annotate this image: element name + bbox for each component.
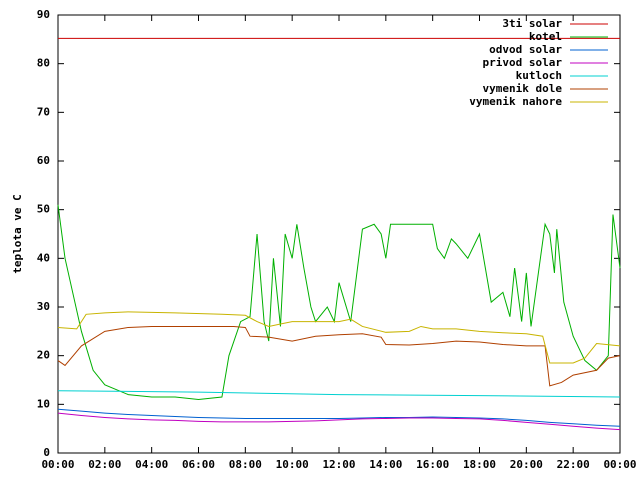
x-tick-label: 20:00 — [510, 458, 543, 471]
x-tick-label: 00:00 — [603, 458, 636, 471]
legend-label: kotel — [529, 30, 562, 43]
x-tick-label: 22:00 — [557, 458, 590, 471]
series-line — [57, 204, 621, 400]
series-line — [57, 412, 621, 431]
legend-label: vymenik dole — [483, 82, 563, 95]
legend-label: privod solar — [483, 56, 563, 69]
x-tick-label: 04:00 — [135, 458, 168, 471]
x-tick-label: 18:00 — [463, 458, 496, 471]
series-line — [57, 390, 621, 398]
x-tick-label: 08:00 — [229, 458, 262, 471]
x-tick-label: 16:00 — [416, 458, 449, 471]
x-tick-label: 00:00 — [41, 458, 74, 471]
x-tick-label: 02:00 — [88, 458, 121, 471]
y-tick-label: 30 — [37, 300, 50, 313]
y-tick-label: 70 — [37, 105, 50, 118]
legend-label: 3ti solar — [502, 17, 562, 30]
y-tick-label: 10 — [37, 397, 50, 410]
series-line — [57, 408, 621, 427]
series-line — [57, 325, 621, 387]
x-tick-label: 14:00 — [369, 458, 402, 471]
legend-label: kutloch — [516, 69, 562, 82]
legend-label: vymenik nahore — [469, 95, 562, 108]
plot-border — [57, 14, 621, 454]
y-tick-label: 0 — [43, 446, 50, 459]
legend-label: odvod solar — [489, 43, 562, 56]
y-tick-label: 60 — [37, 154, 50, 167]
y-tick-label: 50 — [37, 203, 50, 216]
x-tick-label: 06:00 — [182, 458, 215, 471]
x-tick-label: 10:00 — [276, 458, 309, 471]
y-tick-label: 40 — [37, 251, 50, 264]
y-tick-label: 90 — [37, 8, 50, 21]
y-axis-label: teplota ve C — [11, 194, 24, 273]
y-tick-label: 20 — [37, 349, 50, 362]
x-tick-label: 12:00 — [322, 458, 355, 471]
series-line — [57, 311, 621, 364]
y-tick-label: 80 — [37, 57, 50, 70]
